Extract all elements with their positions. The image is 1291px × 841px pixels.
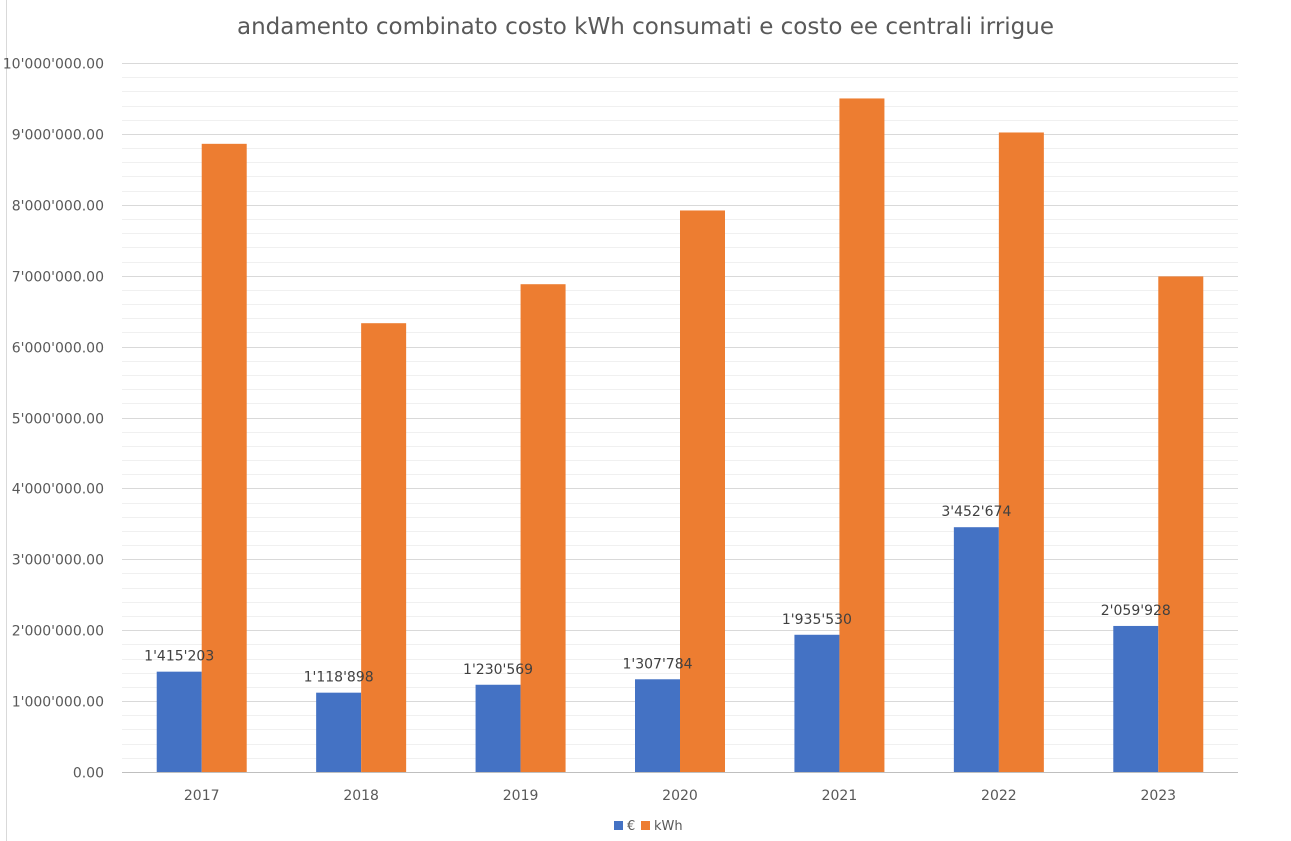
x-tick-label: 2018 xyxy=(343,788,379,804)
bar-euro xyxy=(475,684,521,772)
legend-swatch xyxy=(614,821,623,830)
bar-kwh xyxy=(361,323,407,772)
bar-kwh xyxy=(1158,276,1204,772)
legend-swatch xyxy=(641,821,650,830)
x-tick-label: 2021 xyxy=(822,788,858,804)
y-tick-label: 6'000'000.00 xyxy=(12,341,104,357)
y-axis-tick-labels: 0.00 1'000'000.00 2'000'000.00 3'000'000.00… xyxy=(3,57,104,782)
x-tick-label: 2019 xyxy=(503,788,539,804)
y-tick-label: 8'000'000.00 xyxy=(12,199,104,215)
bar-kwh xyxy=(998,132,1044,772)
y-tick-label: 0.00 xyxy=(73,766,104,782)
legend: € kWh xyxy=(614,819,683,834)
x-tick-label: 2022 xyxy=(981,788,1017,804)
x-tick-label: 2017 xyxy=(184,788,220,804)
x-axis-tick-labels: 2017 2018 2019 2020 2021 2022 2023 xyxy=(184,788,1176,804)
y-tick-label: 4'000'000.00 xyxy=(12,482,104,498)
bar-euro xyxy=(794,634,840,772)
legend-label: € xyxy=(627,819,635,834)
bar-euro xyxy=(156,671,202,772)
data-label: 1'118'898 xyxy=(304,670,374,686)
data-label: 1'230'569 xyxy=(463,662,533,678)
legend-label: kWh xyxy=(654,819,683,834)
data-label: 1'307'784 xyxy=(622,656,692,672)
bar-kwh xyxy=(680,210,725,773)
chart-title: andamento combinato costo kWh consumati … xyxy=(236,14,1055,40)
y-tick-label: 2'000'000.00 xyxy=(12,624,104,640)
y-tick-label: 9'000'000.00 xyxy=(12,128,104,144)
bar-euro xyxy=(316,692,362,772)
bars xyxy=(156,98,1204,773)
bar-euro xyxy=(953,527,999,772)
data-labels: 1'415'203 1'118'898 1'230'569 1'307'784 1'93… xyxy=(144,504,1171,685)
data-label: 2'059'928 xyxy=(1101,603,1171,619)
bar-kwh xyxy=(839,98,885,772)
bar-kwh xyxy=(201,143,247,773)
bar-euro xyxy=(635,679,680,772)
left-border xyxy=(6,0,7,841)
y-tick-label: 1'000'000.00 xyxy=(12,695,104,711)
bar-kwh xyxy=(520,284,566,772)
x-tick-label: 2020 xyxy=(662,788,698,804)
y-tick-label: 3'000'000.00 xyxy=(12,553,104,569)
y-tick-label: 7'000'000.00 xyxy=(12,270,104,286)
data-label: 1'935'530 xyxy=(782,612,852,628)
bar-euro xyxy=(1113,625,1159,772)
data-label: 3'452'674 xyxy=(941,504,1011,520)
y-tick-label: 10'000'000.00 xyxy=(3,57,104,73)
x-tick-label: 2023 xyxy=(1140,788,1176,804)
data-label: 1'415'203 xyxy=(144,649,214,665)
y-tick-label: 5'000'000.00 xyxy=(12,412,104,428)
